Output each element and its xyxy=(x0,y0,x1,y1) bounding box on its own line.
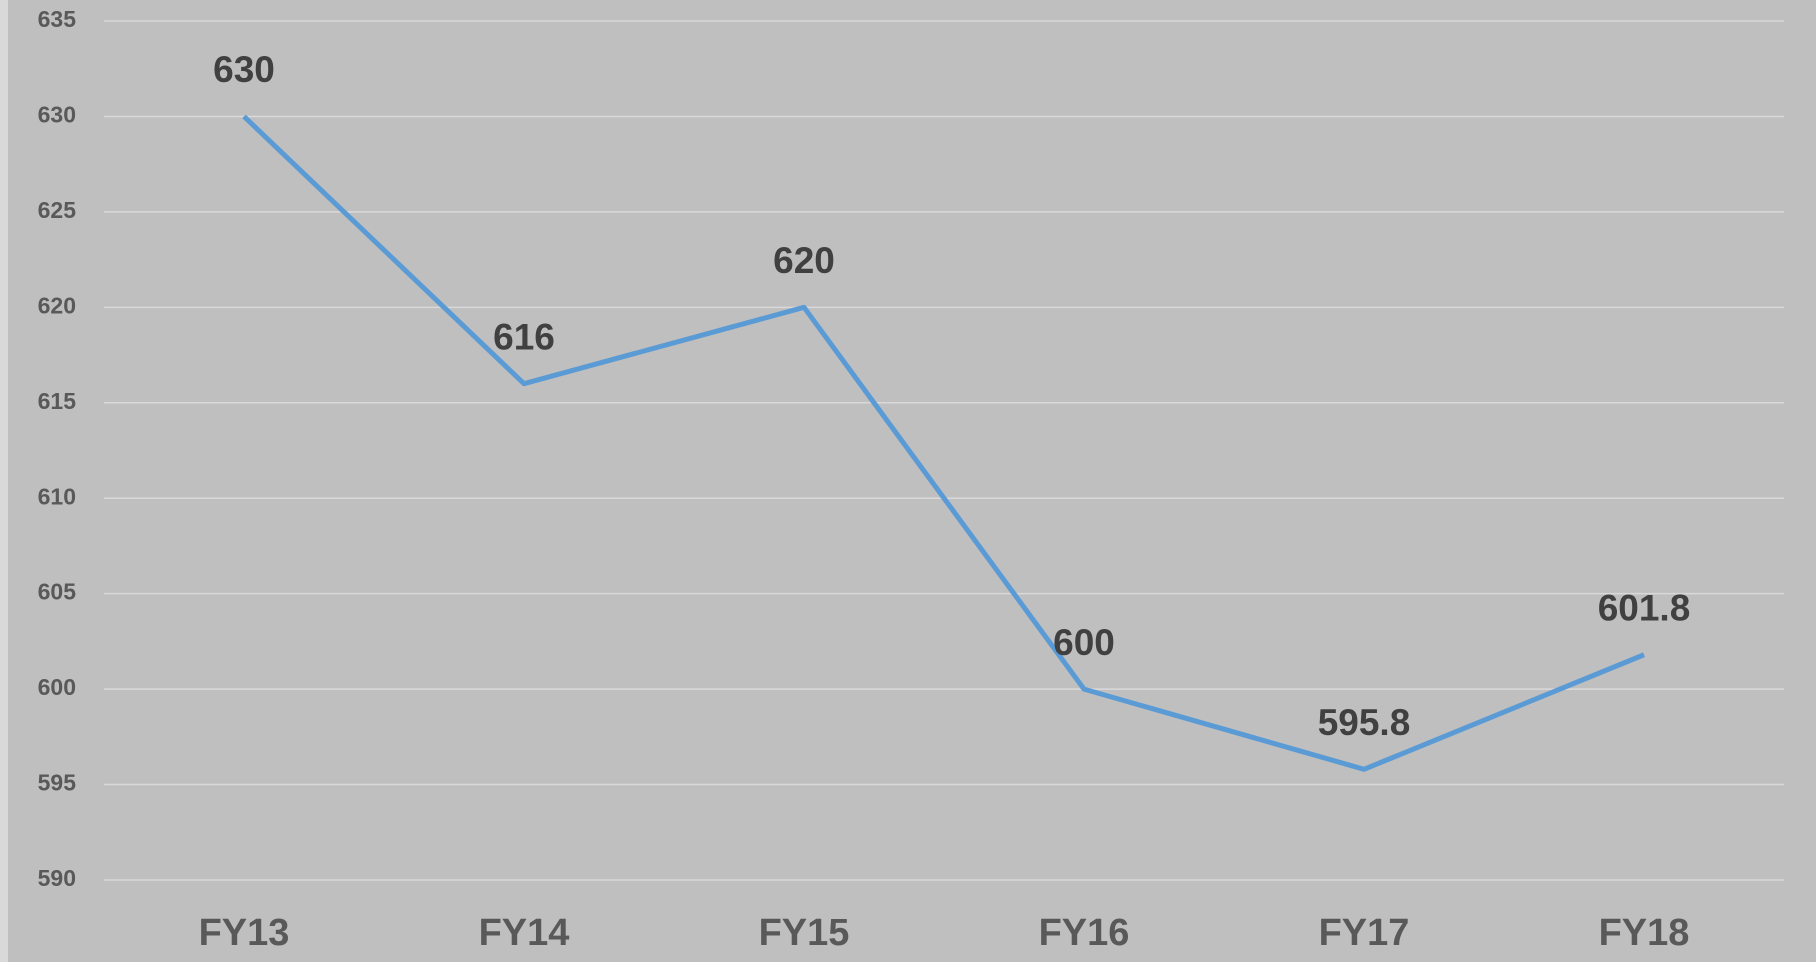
data-label: 616 xyxy=(493,316,555,357)
x-tick-label: FY16 xyxy=(1039,912,1130,954)
x-tick-label: FY13 xyxy=(199,912,290,954)
x-tick-label: FY17 xyxy=(1319,912,1410,954)
data-line xyxy=(242,114,1645,772)
y-tick-label: 635 xyxy=(38,6,77,32)
y-tick-label: 615 xyxy=(38,388,77,414)
y-tick-label: 600 xyxy=(38,674,76,700)
data-label: 620 xyxy=(773,240,835,281)
x-tick-label: FY18 xyxy=(1599,912,1690,954)
y-tick-label: 605 xyxy=(38,579,77,605)
data-label: 630 xyxy=(213,49,275,90)
y-tick-label: 590 xyxy=(38,865,76,891)
data-label: 600 xyxy=(1053,622,1115,663)
x-tick-label: FY14 xyxy=(479,912,570,954)
left-edge xyxy=(0,0,8,962)
y-tick-label: 610 xyxy=(38,483,76,509)
y-tick-label: 625 xyxy=(38,197,77,223)
y-tick-label: 620 xyxy=(38,292,76,318)
y-tick-label: 595 xyxy=(38,770,77,796)
x-tick-label: FY15 xyxy=(759,912,850,954)
y-tick-label: 630 xyxy=(38,102,76,128)
data-label: 595.8 xyxy=(1318,702,1411,743)
data-label: 601.8 xyxy=(1598,588,1691,629)
